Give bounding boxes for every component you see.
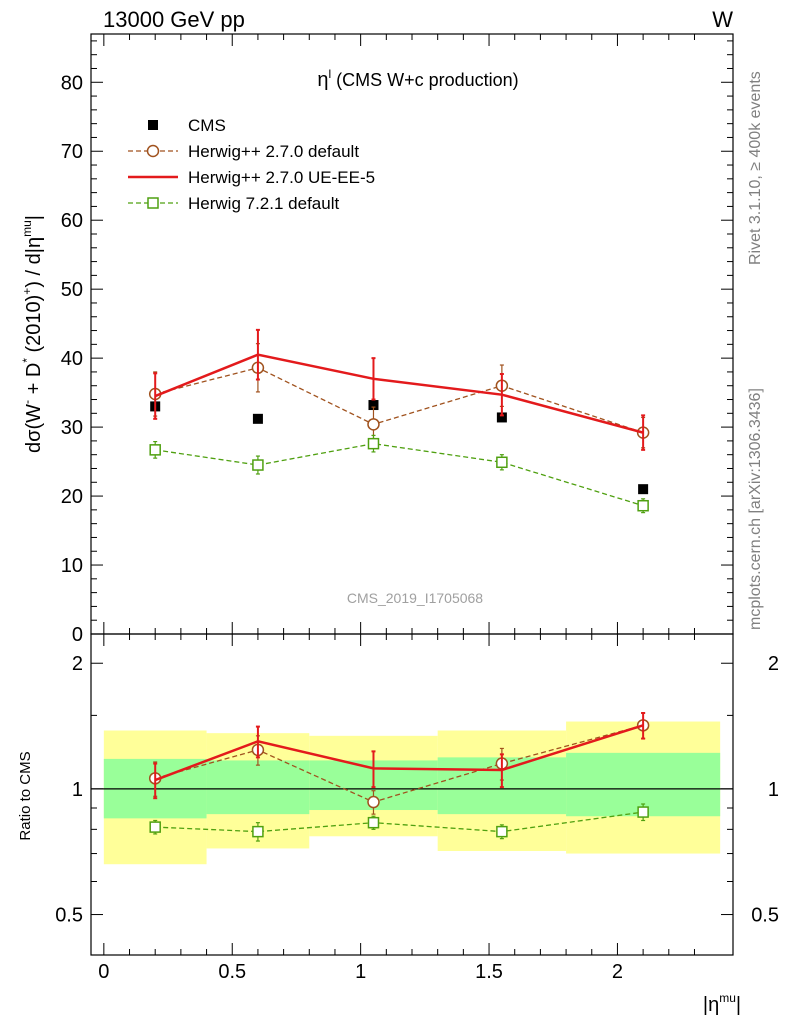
legend-herwig-2-7-0-default-marker bbox=[146, 144, 160, 158]
y-tick-label: 40 bbox=[61, 348, 83, 370]
y-tick-label: 80 bbox=[61, 72, 83, 94]
cms-data-point bbox=[496, 412, 507, 423]
main-herwig-7-2-1-default-point bbox=[637, 499, 649, 512]
x-tick-label: 0.5 bbox=[218, 961, 246, 983]
title-eta: η bbox=[317, 69, 328, 91]
main-herwig-7-2-1-default-point bbox=[367, 437, 380, 450]
cms-data-point bbox=[252, 413, 263, 424]
y-tick-label: 60 bbox=[61, 210, 83, 232]
svg-text:ηl (CMS W+c production): ηl (CMS W+c production) bbox=[317, 67, 518, 91]
ratio-herwig-7-2-1-default-point bbox=[496, 825, 508, 838]
ratio-bands bbox=[91, 721, 733, 865]
analysis-watermark: CMS_2019_I1705068 bbox=[347, 590, 483, 606]
x-tick-label: 1.5 bbox=[475, 961, 503, 983]
y-tick-label: 30 bbox=[61, 417, 83, 439]
cms-data-point bbox=[638, 484, 649, 495]
main-y-axis-label: dσ(W- + D* (2010)+) / d|ηmu| bbox=[20, 215, 45, 453]
main-herwig-7-2-1-default-point bbox=[496, 456, 508, 469]
main-y-axis: 0 10 20 30 40 50 60 70 80 bbox=[61, 34, 733, 646]
main-herwig-2-7-0-default-line bbox=[155, 367, 644, 434]
cms-data-point bbox=[368, 400, 379, 411]
legend-herwig-2-7-0-default-label: Herwig++ 2.7.0 default bbox=[188, 142, 359, 161]
energy-label: 13000 GeV pp bbox=[103, 7, 245, 32]
y-tick-label: 50 bbox=[61, 279, 83, 301]
ratio-y-tick-label: 2 bbox=[72, 653, 83, 675]
source-label: mcplots.cern.ch [arXiv:1306.3436] bbox=[747, 388, 764, 630]
ratio-herwig-7-2-1-default-point bbox=[149, 821, 161, 833]
main-plot-area bbox=[148, 328, 650, 514]
legend: CMS Herwig++ 2.7.0 default Herwig++ 2.7.0 … bbox=[128, 116, 375, 213]
y-tick-label: 10 bbox=[61, 555, 83, 577]
y-tick-label: 20 bbox=[61, 486, 83, 508]
x-axis-label: |ηmu| bbox=[703, 991, 741, 1016]
ratio-y-tick-label-right: 1 bbox=[768, 779, 779, 801]
ratio-herwig-7-2-1-default-point bbox=[367, 816, 380, 829]
x-tick-label: 1 bbox=[355, 961, 366, 983]
ratio-y-tick-label-right: 2 bbox=[768, 653, 779, 675]
ratio-y-axis-label: Ratio to CMS bbox=[17, 751, 34, 840]
ratio-y-tick-label: 1 bbox=[72, 779, 83, 801]
x-tick-label: 2 bbox=[612, 961, 623, 983]
y-tick-label: 0 bbox=[72, 624, 83, 646]
ratio-herwig-7-2-1-default-point bbox=[252, 825, 264, 838]
process-label: W bbox=[712, 7, 733, 32]
x-axis: 0 0.5 1 1.5 2 bbox=[98, 634, 695, 983]
main-herwig-2-7-0-default-point bbox=[367, 418, 380, 431]
main-herwig-7-2-1-default-line bbox=[155, 442, 644, 507]
ratio-y-axis: 0.5 0.5 1 1 2 2 bbox=[55, 653, 779, 926]
legend-cms-marker bbox=[148, 120, 158, 130]
main-herwig-7-2-1-default-point bbox=[149, 444, 161, 456]
ratio-y-tick-label: 0.5 bbox=[55, 905, 83, 927]
rivet-version-label: Rivet 3.1.10, ≥ 400k events bbox=[747, 71, 764, 265]
y-tick-label: 70 bbox=[61, 141, 83, 163]
main-title: ηl (CMS W+c production) bbox=[317, 67, 518, 91]
ratio-herwig-7-2-1-default-point bbox=[637, 806, 649, 818]
title-eta-superscript: l bbox=[328, 67, 331, 81]
ratio-herwig-2-7-0-default-point bbox=[367, 795, 380, 809]
legend-herwig-7-2-1-default-label: Herwig 7.2.1 default bbox=[188, 194, 339, 213]
x-tick-label: 0 bbox=[98, 961, 109, 983]
title-process: (CMS W+c production) bbox=[331, 70, 519, 90]
main-herwig-7-2-1-default-point bbox=[252, 459, 264, 471]
legend-cms-label: CMS bbox=[188, 116, 226, 135]
legend-herwig-2-7-0-ue-ee-5-label: Herwig++ 2.7.0 UE-EE-5 bbox=[188, 168, 375, 187]
legend-herwig-7-2-1-default-marker bbox=[147, 197, 159, 209]
ratio-band-inner bbox=[206, 760, 310, 815]
main-herwig-2-7-0-ue-ee-5-line bbox=[154, 353, 644, 434]
ratio-plot-area bbox=[148, 711, 650, 842]
ratio-y-tick-label-right: 0.5 bbox=[751, 905, 779, 927]
